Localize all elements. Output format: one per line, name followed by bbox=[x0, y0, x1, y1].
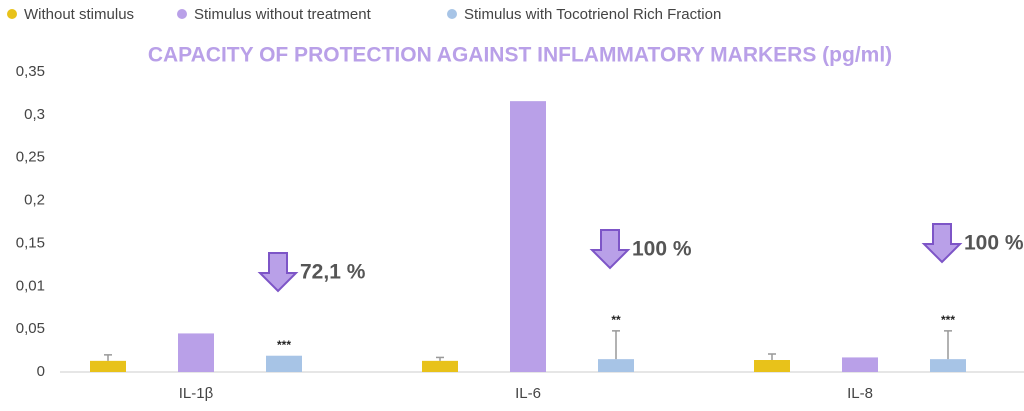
bar bbox=[754, 360, 790, 372]
legend-swatch bbox=[447, 9, 457, 19]
bar bbox=[90, 360, 126, 372]
arrow-icon bbox=[257, 252, 299, 293]
legend-swatch bbox=[7, 9, 17, 19]
bar bbox=[930, 359, 966, 372]
bar bbox=[598, 359, 634, 372]
reduction-label: 100 % bbox=[964, 232, 1024, 255]
x-tick-label: IL-8 bbox=[847, 385, 873, 402]
arrow-icon bbox=[921, 223, 963, 264]
bar bbox=[422, 360, 458, 372]
y-tick-label: 0,05 bbox=[16, 320, 45, 337]
y-tick-label: 0,2 bbox=[24, 192, 45, 209]
legend-label: Stimulus without treatment bbox=[194, 6, 372, 23]
y-tick-label: 0,35 bbox=[16, 63, 45, 80]
x-tick-label: IL-6 bbox=[515, 385, 541, 402]
bar bbox=[510, 101, 546, 373]
legend-label: Stimulus with Tocotrienol Rich Fraction bbox=[464, 6, 721, 23]
legend-swatch bbox=[177, 9, 187, 19]
significance-label: *** bbox=[277, 338, 291, 352]
arrow-icon bbox=[589, 229, 631, 270]
bar bbox=[842, 357, 878, 372]
x-tick-label: IL-1β bbox=[179, 385, 214, 402]
chart-title: CAPACITY OF PROTECTION AGAINST INFLAMMAT… bbox=[148, 44, 892, 67]
bar bbox=[178, 333, 214, 372]
reduction-label: 72,1 % bbox=[300, 261, 366, 284]
reduction-label: 100 % bbox=[632, 238, 692, 261]
y-tick-label: 0,15 bbox=[16, 234, 45, 251]
significance-label: ** bbox=[611, 313, 621, 327]
y-tick-label: 0,3 bbox=[24, 106, 45, 123]
bar bbox=[266, 355, 302, 372]
y-tick-label: 0,25 bbox=[16, 149, 45, 166]
legend-label: Without stimulus bbox=[24, 6, 134, 23]
y-tick-label: 0 bbox=[37, 363, 45, 380]
y-tick-label: 0,01 bbox=[16, 277, 45, 294]
significance-label: *** bbox=[941, 313, 955, 327]
